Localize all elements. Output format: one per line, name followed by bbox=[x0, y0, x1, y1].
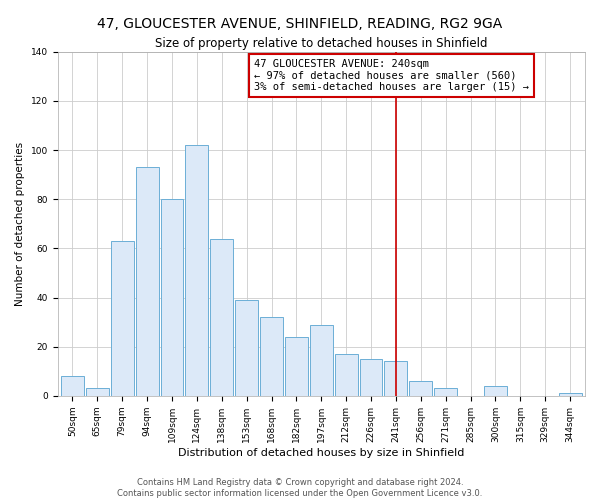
Bar bbox=[335, 354, 358, 396]
Bar bbox=[385, 362, 407, 396]
Bar bbox=[310, 324, 333, 396]
Bar bbox=[559, 394, 581, 396]
Bar bbox=[136, 167, 158, 396]
Text: Contains HM Land Registry data © Crown copyright and database right 2024.
Contai: Contains HM Land Registry data © Crown c… bbox=[118, 478, 482, 498]
Bar bbox=[86, 388, 109, 396]
Bar bbox=[434, 388, 457, 396]
Bar bbox=[185, 145, 208, 396]
Bar bbox=[409, 381, 432, 396]
X-axis label: Distribution of detached houses by size in Shinfield: Distribution of detached houses by size … bbox=[178, 448, 464, 458]
Bar bbox=[111, 241, 134, 396]
Bar bbox=[210, 238, 233, 396]
Bar bbox=[484, 386, 507, 396]
Text: 47 GLOUCESTER AVENUE: 240sqm
← 97% of detached houses are smaller (560)
3% of se: 47 GLOUCESTER AVENUE: 240sqm ← 97% of de… bbox=[254, 59, 529, 92]
Y-axis label: Number of detached properties: Number of detached properties bbox=[15, 142, 25, 306]
Bar bbox=[359, 359, 382, 396]
Bar bbox=[235, 300, 258, 396]
Text: 47, GLOUCESTER AVENUE, SHINFIELD, READING, RG2 9GA: 47, GLOUCESTER AVENUE, SHINFIELD, READIN… bbox=[97, 18, 503, 32]
Bar bbox=[61, 376, 84, 396]
Title: Size of property relative to detached houses in Shinfield: Size of property relative to detached ho… bbox=[155, 38, 488, 51]
Bar bbox=[260, 317, 283, 396]
Bar bbox=[161, 199, 184, 396]
Bar bbox=[285, 337, 308, 396]
